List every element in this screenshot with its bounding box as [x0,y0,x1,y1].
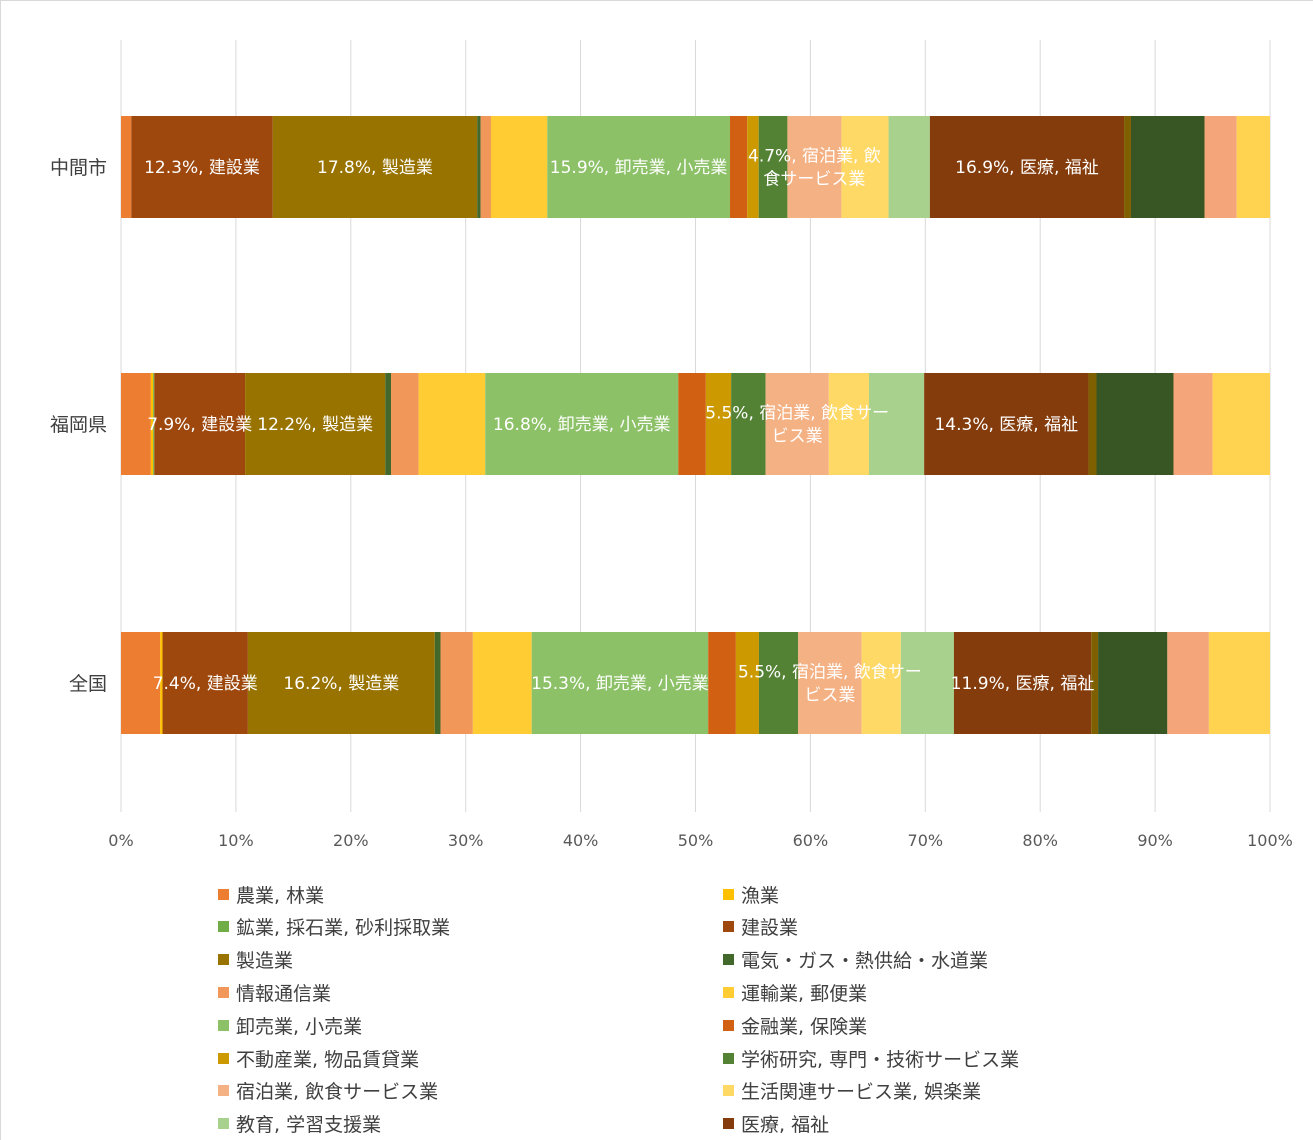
bar-segment [477,116,481,218]
x-tick-label: 10% [218,831,254,850]
data-label: 16.2%, 製造業 [283,674,399,694]
x-tick-label: 40% [563,831,599,850]
bar-segment [868,373,925,475]
bar-segment [150,373,154,475]
bar-segment [162,632,248,734]
bar-segment [1167,632,1209,734]
bar-segment [841,116,889,218]
bar-segment [678,373,706,475]
bar-segment [1088,373,1097,475]
x-tick-label: 0% [108,831,133,850]
data-label: 16.8%, 卸売業, 小売業 [493,415,671,435]
data-label-line: 食サービス業 [763,170,865,190]
bar-segment [121,116,132,218]
data-label: 11.9%, 医療, 福祉 [951,674,1095,694]
bar-segment [1173,373,1213,475]
bar-segment [480,116,491,218]
bar-segment [929,116,1125,218]
data-label-line: 5.5%, 宿泊業, 飲食サー [738,663,922,683]
data-label: 7.4%, 建設業 [153,674,258,694]
bar-segment [758,116,788,218]
data-label: 17.8%, 製造業 [317,158,433,178]
bar-segment [391,373,419,475]
bar-segment [798,632,862,734]
bar-segment [1098,632,1168,734]
bar-segment [1124,116,1131,218]
data-label: 5.5%, 宿泊業, 飲食サービス業 [738,663,922,706]
bar-segment [385,373,392,475]
bar-segment [924,373,1089,475]
bar-segment [828,373,869,475]
category-label: 中間市 [50,157,107,179]
bar-segment [735,632,759,734]
bar-segment [758,632,799,734]
bar-segment [121,373,151,475]
bar-segment [1204,116,1237,218]
data-label-line: 5.5%, 宿泊業, 飲食サー [705,404,889,424]
bar-segment [900,632,954,734]
bar-segment [272,116,478,218]
bar-segment [861,632,901,734]
bar-segment [153,373,155,475]
x-tick-label: 50% [678,831,714,850]
data-label: 7.9%, 建設業 [147,415,252,435]
bar-segment [1212,373,1270,475]
data-label: 14.3%, 医療, 福祉 [934,415,1078,435]
bar-segment [1091,632,1099,734]
bar-segment [953,632,1092,734]
bar-segment [131,116,273,218]
bar-segment [547,116,730,218]
data-label-line: 4.7%, 宿泊業, 飲 [748,147,881,167]
bar-segment [765,373,829,475]
bar-segment [705,373,732,475]
bar-segment [418,373,486,475]
data-label: 4.7%, 宿泊業, 飲食サービス業 [748,147,881,190]
bar-segment [1208,632,1270,734]
x-tick-label: 80% [1022,831,1058,850]
bar-segment [747,116,759,218]
bar-segment [245,373,386,475]
bar-segment [440,632,473,734]
bar-segment [490,116,548,218]
data-label: 15.9%, 卸売業, 小売業 [550,158,728,178]
bar-segment [247,632,435,734]
category-label: 全国 [69,673,107,695]
x-tick-label: 20% [333,831,369,850]
data-label-line: ビス業 [804,686,855,706]
bar-segment [731,373,766,475]
x-tick-label: 70% [908,831,944,850]
bar-segment [160,632,163,734]
bar-segment [1236,116,1270,218]
data-label: 12.3%, 建設業 [144,158,260,178]
bar-segment [1130,116,1205,218]
bar-segment [729,116,748,218]
data-label: 12.2%, 製造業 [257,415,373,435]
x-tick-label: 100% [1247,831,1293,850]
data-label-line: ビス業 [772,427,823,447]
bar-segment [531,632,709,734]
x-tick-label: 30% [448,831,484,850]
bar-segment [154,373,246,475]
data-label: 15.3%, 卸売業, 小売業 [531,674,709,694]
x-tick-label: 90% [1137,831,1173,850]
data-label: 16.9%, 医療, 福祉 [955,158,1099,178]
bar-segment [888,116,930,218]
bar-segment [485,373,679,475]
bar-segment [434,632,441,734]
bar-segment [1096,373,1174,475]
data-label: 5.5%, 宿泊業, 飲食サービス業 [705,404,889,447]
category-label: 福岡県 [50,414,107,436]
x-tick-label: 60% [793,831,829,850]
bar-segment [708,632,736,734]
bar-segment [787,116,842,218]
bar-segment [121,632,161,734]
bar-segment [472,632,532,734]
